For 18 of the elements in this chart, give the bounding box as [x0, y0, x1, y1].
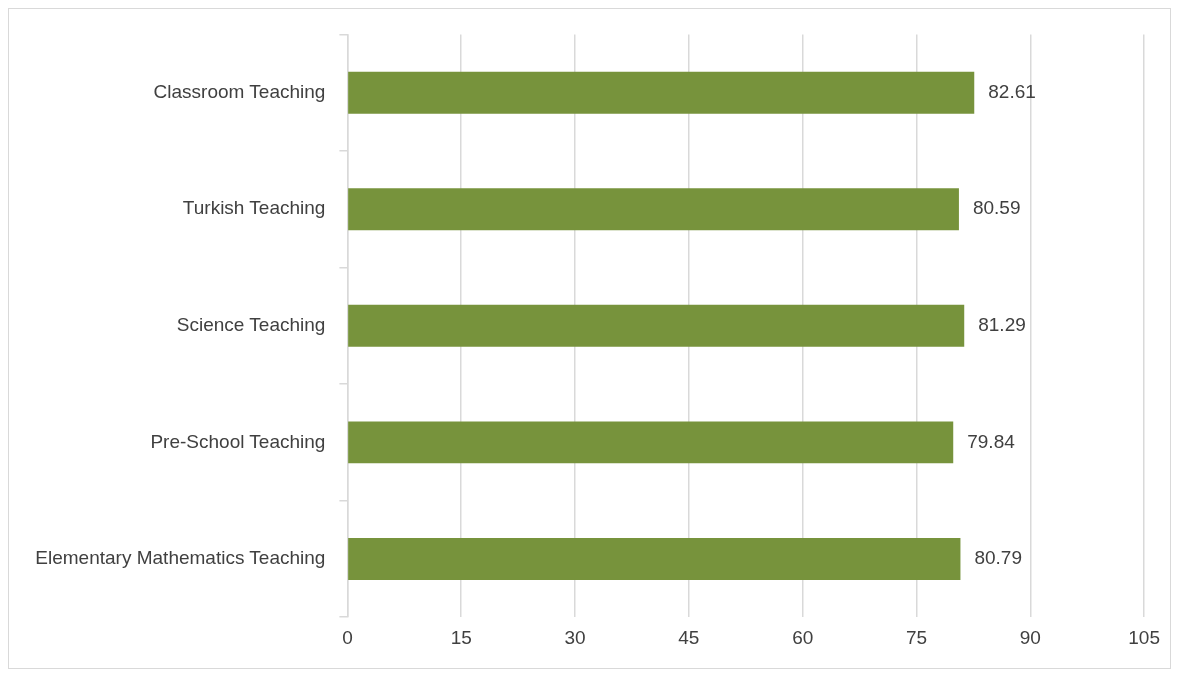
y-tick-label: Science Teaching	[176, 314, 326, 336]
x-tick-label: 30	[564, 626, 586, 648]
data-label: 81.29	[978, 314, 1026, 336]
y-tick-label: Classroom Teaching	[153, 80, 326, 102]
x-tick-label: 15	[450, 626, 472, 648]
data-label: 80.79	[974, 547, 1022, 569]
y-tick-label: Turkish Teaching	[182, 197, 326, 219]
x-tick-label: 105	[1128, 626, 1160, 648]
x-tick-label: 60	[792, 626, 814, 648]
data-label: 82.61	[988, 80, 1036, 102]
x-tick-label: 75	[905, 626, 928, 648]
y-tick-label: Pre-School Teaching	[150, 430, 326, 452]
x-tick-label: 0	[342, 626, 353, 648]
y-tick-label: Elementary Mathematics Teaching	[35, 547, 326, 569]
data-label: 79.84	[967, 430, 1016, 452]
x-tick-label: 45	[678, 626, 700, 648]
x-tick-label: 90	[1019, 626, 1041, 648]
data-label: 80.59	[972, 197, 1021, 219]
